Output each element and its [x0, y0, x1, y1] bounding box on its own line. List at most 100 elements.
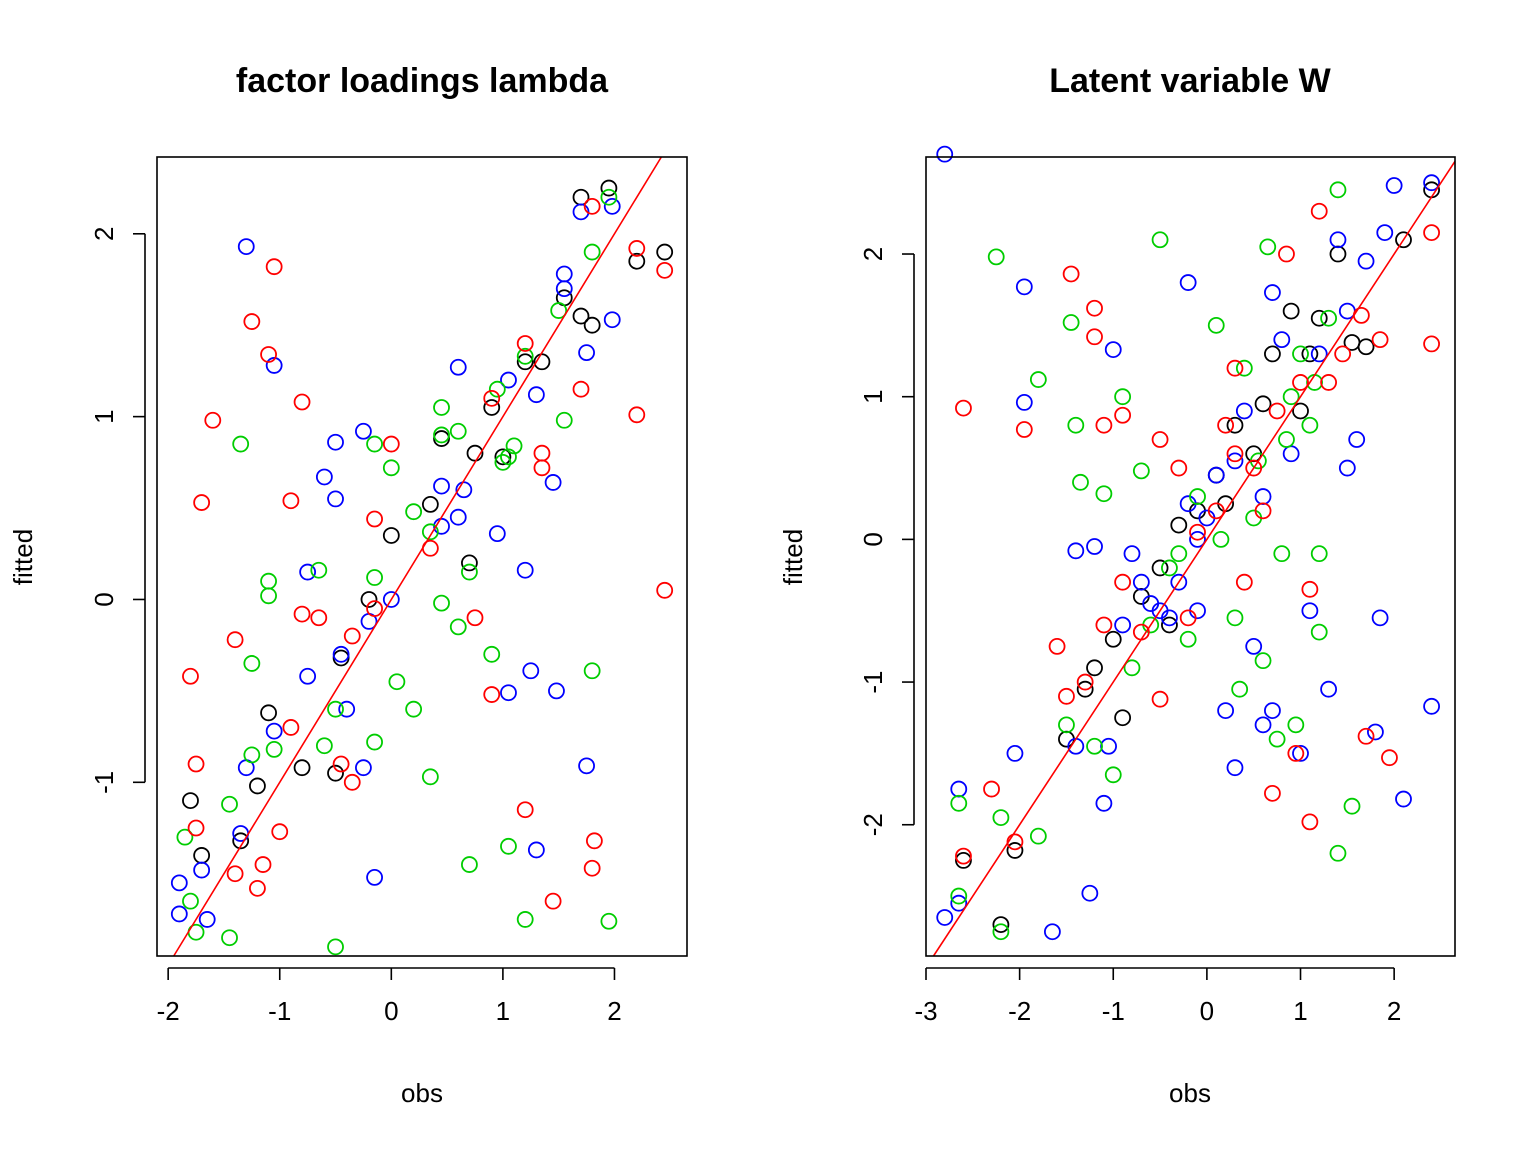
data-point [628, 252, 646, 270]
data-point [1086, 659, 1103, 677]
data-point [449, 358, 467, 376]
x-axis-label: obs [401, 1078, 443, 1108]
data-point [204, 411, 222, 429]
data-point [1086, 299, 1103, 317]
data-point [355, 422, 372, 440]
data-point [1179, 630, 1197, 648]
tick-layer: -3 -2 -1 0 1 2 -2 -1 0 1 2 [858, 247, 1401, 1026]
data-point [1086, 328, 1103, 346]
data-point [1006, 744, 1024, 762]
data-point [1292, 374, 1309, 391]
data-point [449, 618, 467, 636]
data-point [950, 794, 968, 812]
data-point [455, 481, 473, 499]
data-point [1114, 406, 1132, 424]
data-point [1254, 716, 1272, 734]
data-point [433, 426, 450, 444]
data-point [1104, 766, 1122, 784]
data-point [421, 523, 439, 541]
data-point [1076, 680, 1094, 698]
y-tick-label: -1 [89, 771, 119, 794]
data-point [1207, 316, 1225, 334]
data-point [516, 561, 534, 579]
data-point [1179, 609, 1197, 627]
data-point [1264, 702, 1281, 719]
data-point [600, 188, 618, 206]
x-tick-label: 2 [607, 996, 621, 1026]
data-point [1301, 602, 1319, 620]
data-point [1320, 680, 1338, 698]
y-tick-label: -2 [858, 813, 888, 836]
panel-factor-loadings: factor loadings lambda obs fitted -2 -1 0 1… [8, 62, 688, 1108]
data-point [1170, 545, 1188, 563]
data-point [1385, 177, 1403, 194]
data-point [628, 406, 646, 424]
data-point [1132, 462, 1150, 480]
data-point [656, 581, 674, 599]
data-point [1114, 388, 1132, 406]
data-point [343, 773, 361, 791]
data-point [1123, 545, 1141, 563]
data-point [421, 768, 439, 786]
data-point [500, 371, 517, 389]
data-point [315, 468, 333, 486]
data-point [243, 746, 261, 764]
data-point [483, 645, 501, 663]
data-point [1245, 459, 1263, 477]
data-point [176, 828, 194, 846]
data-point [1282, 302, 1300, 320]
data-point [366, 733, 383, 751]
y-tick-label: 2 [89, 227, 119, 241]
data-point [1259, 238, 1277, 256]
data-point [1006, 842, 1024, 859]
data-point [226, 631, 244, 649]
data-point [332, 755, 350, 773]
data-point [1357, 727, 1375, 745]
x-tick-label: -2 [157, 996, 180, 1026]
x-tick-label: -1 [268, 996, 291, 1026]
data-point [332, 645, 350, 663]
data-point [265, 740, 283, 758]
data-point [1395, 231, 1412, 249]
data-point [533, 459, 551, 477]
data-point [950, 894, 968, 912]
data-point [1058, 687, 1075, 705]
data-point [1132, 573, 1150, 591]
data-point [1189, 523, 1206, 541]
data-point [1226, 445, 1244, 463]
data-point [1015, 278, 1033, 296]
data-point [466, 609, 484, 627]
data-point [585, 832, 603, 850]
data-point [1151, 602, 1169, 620]
data-point [950, 887, 968, 905]
data-point [271, 823, 289, 841]
identity-reference-line [932, 160, 1456, 957]
data-point [293, 759, 311, 777]
data-point [987, 248, 1005, 266]
data-point [955, 399, 972, 417]
data-point [1123, 659, 1141, 677]
data-point [1292, 345, 1309, 363]
data-point [449, 508, 467, 526]
data-point [483, 389, 501, 407]
data-point [343, 627, 361, 645]
data-point [1029, 827, 1047, 845]
data-point [1226, 416, 1244, 434]
data-point [433, 477, 450, 495]
data-point [656, 243, 674, 261]
data-point [360, 591, 378, 608]
data-point [1268, 730, 1286, 748]
data-point [544, 892, 562, 910]
data-point [1245, 637, 1263, 655]
data-point [1212, 530, 1230, 548]
data-point [310, 609, 328, 627]
data-point [1287, 744, 1305, 762]
data-point [1100, 737, 1117, 755]
data-point [1278, 245, 1295, 263]
data-point [1334, 345, 1352, 363]
tick-layer: -2 -1 0 1 2 -1 0 1 2 [89, 227, 622, 1026]
data-point [243, 655, 261, 672]
data-point [315, 737, 333, 755]
data-point [254, 856, 272, 873]
